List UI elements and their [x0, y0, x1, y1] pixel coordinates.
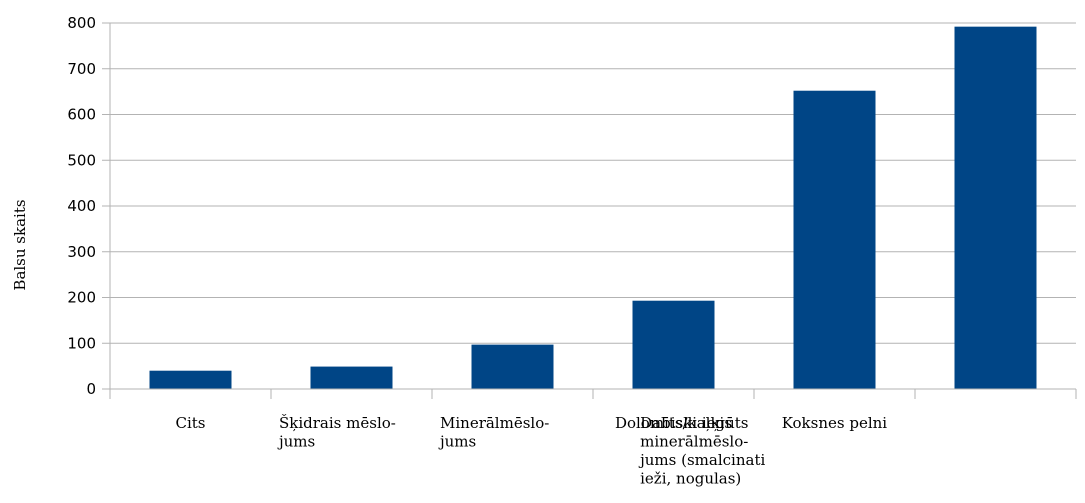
y-tick-label: 600 — [67, 106, 96, 124]
y-tick-label: 0 — [86, 380, 96, 398]
y-tick-label: 400 — [67, 197, 96, 215]
x-tick-label: Dabiski iegūts minerālmēslo-jums (smalcin… — [638, 414, 765, 488]
bar — [310, 366, 393, 389]
y-tick-label: 100 — [67, 334, 96, 352]
gridlines — [102, 22, 1076, 390]
bar — [632, 300, 715, 389]
y-tick-label: 200 — [67, 289, 96, 307]
bar — [471, 344, 554, 389]
x-tick-label: Dolomīts/kaļķis — [615, 414, 732, 432]
y-tick-labels: 0 100 200 300 400 500 600 700 800 — [67, 14, 96, 398]
x-tick-label: Koksnes pelni — [782, 414, 888, 432]
y-tick-label: 500 — [67, 151, 96, 169]
y-axis-label: Balsu skaits — [11, 199, 29, 290]
x-tick-label: Šķidrais mēslo-jums — [277, 414, 396, 451]
x-tick-label: Minerālmēslo-jums — [438, 414, 549, 451]
bar — [149, 370, 232, 389]
bar — [954, 26, 1037, 389]
y-tick-label: 300 — [67, 243, 96, 261]
x-tick-labels: Cits Šķidrais mēslo-jums Minerālmēslo-jums… — [176, 414, 888, 488]
x-tick-label: Cits — [176, 414, 206, 432]
y-tick-label: 800 — [67, 14, 96, 32]
y-tick-label: 700 — [67, 60, 96, 78]
axes — [109, 23, 1077, 399]
bar — [793, 90, 876, 390]
bars — [149, 26, 1037, 390]
